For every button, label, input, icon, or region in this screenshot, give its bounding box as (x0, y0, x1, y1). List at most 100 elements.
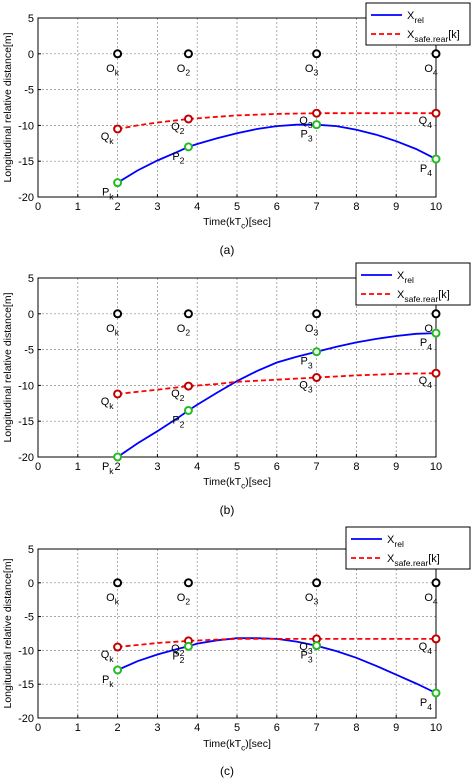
point-label: P4 (420, 697, 432, 712)
x-tick-label: 10 (430, 201, 442, 213)
point-marker-p-k (113, 665, 123, 675)
x-tick-label: 6 (274, 201, 280, 213)
legend-label: Xsafe.rear[k] (387, 553, 440, 568)
point-label: P2 (172, 414, 184, 429)
x-tick-label: 2 (115, 201, 121, 213)
point-marker-o-3 (312, 49, 322, 59)
point-label: O2 (177, 323, 191, 338)
x-tick-label: 3 (154, 201, 160, 213)
x-axis-label: Time(kTc)[sec] (203, 738, 271, 753)
y-tick-label: 5 (28, 13, 34, 25)
x-tick-label: 8 (353, 722, 359, 734)
point-label: O2 (177, 63, 191, 78)
x-tick-label: 9 (393, 201, 399, 213)
series-line-x-rel (117, 123, 437, 184)
point-marker-p-4 (431, 328, 441, 338)
y-axis-label: Longitudinal relative distance[m] (2, 558, 14, 708)
x-tick-label: 7 (314, 461, 320, 473)
point-label: Q3 (299, 115, 313, 130)
y-tick-label: 5 (28, 544, 34, 556)
legend-label: Xsafe.rear[k] (407, 29, 460, 44)
x-tick-label: 8 (353, 201, 359, 213)
point-label: O4 (424, 592, 438, 607)
y-tick-label: 0 (28, 578, 34, 590)
x-tick-label: 5 (234, 201, 240, 213)
point-marker-q-3 (312, 108, 322, 118)
point-label: Ok (106, 592, 120, 607)
x-tick-label: 6 (274, 722, 280, 734)
point-label: O3 (305, 323, 319, 338)
point-marker-q-3 (312, 373, 322, 383)
chart-panel-3: 0 1 2 3 4 5 6 7 8 9 10 5 0 -5 -10 -15 -20 Time(kTc)[sec] L… (2, 526, 471, 778)
point-label: Ok (106, 323, 120, 338)
point-marker-o-2 (183, 49, 193, 59)
legend-label: Xsafe.rear[k] (397, 289, 450, 304)
point-label: O2 (177, 592, 191, 607)
x-tick-label: 9 (393, 722, 399, 734)
x-tick-label: 0 (35, 201, 41, 213)
x-tick-label: 4 (194, 461, 200, 473)
point-marker-p-3 (312, 120, 322, 130)
x-tick-label: 2 (115, 461, 121, 473)
series-line-x-rel (117, 332, 437, 458)
x-tick-label: 1 (75, 461, 81, 473)
y-axis-label: Longitudinal relative distance[m] (2, 292, 14, 442)
point-marker-o-3 (312, 578, 322, 588)
panel-caption: (c) (220, 764, 234, 778)
x-tick-label: 2 (115, 722, 121, 734)
point-label: Q4 (419, 641, 433, 656)
point-label: P3 (300, 650, 312, 665)
x-tick-label: 4 (194, 201, 200, 213)
point-label: O3 (305, 592, 319, 607)
y-tick-label: 5 (28, 273, 34, 285)
point-marker-q-2 (183, 381, 193, 391)
legend: Xrel Xsafe.rear[k] (365, 2, 471, 46)
point-marker-q-4 (431, 634, 441, 644)
y-tick-label: -5 (24, 345, 34, 357)
point-label: Q2 (171, 388, 185, 403)
x-axis-label: Time(kTc)[sec] (203, 216, 271, 231)
point-marker-p-2 (183, 641, 193, 651)
point-label: Q2 (171, 121, 185, 136)
legend-label: Xrel (407, 10, 424, 25)
y-tick-label: -20 (18, 713, 34, 725)
point-label: P2 (172, 650, 184, 665)
y-axis-label: Longitudinal relative distance[m] (2, 32, 14, 182)
point-marker-p-2 (183, 142, 193, 152)
x-tick-label: 5 (234, 461, 240, 473)
x-tick-label: 1 (75, 722, 81, 734)
point-label: Qk (101, 649, 115, 664)
x-tick-label: 7 (314, 201, 320, 213)
point-marker-p-4 (431, 154, 441, 164)
point-label: Q3 (299, 380, 313, 395)
point-label: Qk (101, 131, 115, 146)
point-label: Q4 (419, 375, 433, 390)
y-tick-label: -10 (18, 380, 34, 392)
legend-box (345, 526, 471, 570)
point-label: P3 (300, 356, 312, 371)
point-label: Pk (102, 461, 114, 476)
series-line-x-safe-rear (117, 372, 437, 395)
point-marker-q-4 (431, 368, 441, 378)
point-label: Q2 (171, 643, 185, 658)
point-label: P4 (420, 337, 432, 352)
point-marker-o-4 (431, 309, 441, 319)
y-tick-label: -15 (18, 416, 34, 428)
legend-box (355, 262, 471, 306)
y-tick-label: 0 (28, 309, 34, 321)
x-tick-label: 6 (274, 461, 280, 473)
point-marker-o-2 (183, 578, 193, 588)
point-marker-o-4 (431, 49, 441, 59)
panel-caption: (b) (220, 503, 235, 517)
x-tick-label: 0 (35, 722, 41, 734)
y-tick-label: -5 (24, 612, 34, 624)
point-marker-o-4 (431, 578, 441, 588)
series-line-x-safe-rear (117, 638, 436, 648)
x-tick-label: 0 (35, 461, 41, 473)
point-marker-o-k (113, 309, 123, 319)
x-tick-label: 5 (234, 722, 240, 734)
x-tick-label: 3 (154, 722, 160, 734)
point-marker-p-2 (183, 405, 193, 415)
x-tick-label: 3 (154, 461, 160, 473)
series-line-x-rel (117, 637, 437, 694)
